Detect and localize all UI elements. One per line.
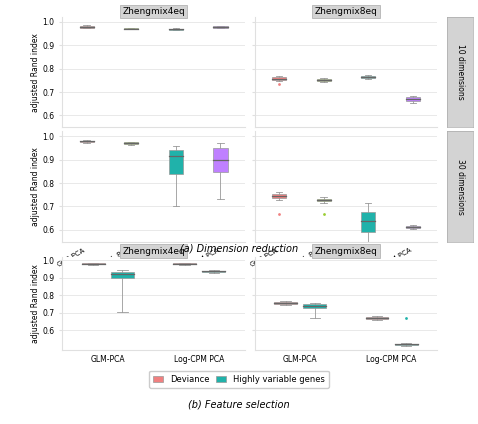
Bar xyxy=(213,148,228,173)
Bar xyxy=(173,263,196,264)
Title: Zhengmix4eq: Zhengmix4eq xyxy=(122,7,185,16)
Bar xyxy=(272,78,286,80)
Bar xyxy=(169,29,183,30)
Y-axis label: adjusted Rand index: adjusted Rand index xyxy=(31,33,40,112)
Text: (b) Feature selection: (b) Feature selection xyxy=(188,400,290,410)
Bar xyxy=(406,97,420,100)
Bar xyxy=(213,26,228,28)
Bar xyxy=(395,343,418,345)
Bar xyxy=(82,263,105,264)
Text: (a) Dimension reduction: (a) Dimension reduction xyxy=(180,243,298,253)
Legend: Deviance, Highly variable genes: Deviance, Highly variable genes xyxy=(149,371,329,388)
Bar xyxy=(361,212,375,232)
Title: Zhengmix8eq: Zhengmix8eq xyxy=(315,247,378,256)
Title: Zhengmix4eq: Zhengmix4eq xyxy=(122,247,185,256)
Bar xyxy=(124,28,139,29)
Bar xyxy=(366,317,389,319)
Bar xyxy=(111,272,134,278)
Bar xyxy=(124,142,139,144)
Bar xyxy=(406,226,420,228)
Title: Zhengmix8eq: Zhengmix8eq xyxy=(315,7,378,16)
Bar xyxy=(304,304,326,308)
Bar xyxy=(274,302,297,304)
Bar xyxy=(272,194,286,198)
Bar xyxy=(361,76,375,78)
Text: 30 dimensions: 30 dimensions xyxy=(456,159,465,215)
Bar xyxy=(316,79,331,81)
Text: 10 dimensions: 10 dimensions xyxy=(456,44,465,100)
Y-axis label: adjusted Rand index: adjusted Rand index xyxy=(31,264,40,343)
Bar xyxy=(79,26,94,28)
Bar xyxy=(316,198,331,201)
Bar xyxy=(79,141,94,142)
Bar xyxy=(169,150,183,174)
Bar xyxy=(203,271,225,272)
Y-axis label: adjusted Rand index: adjusted Rand index xyxy=(31,147,40,226)
